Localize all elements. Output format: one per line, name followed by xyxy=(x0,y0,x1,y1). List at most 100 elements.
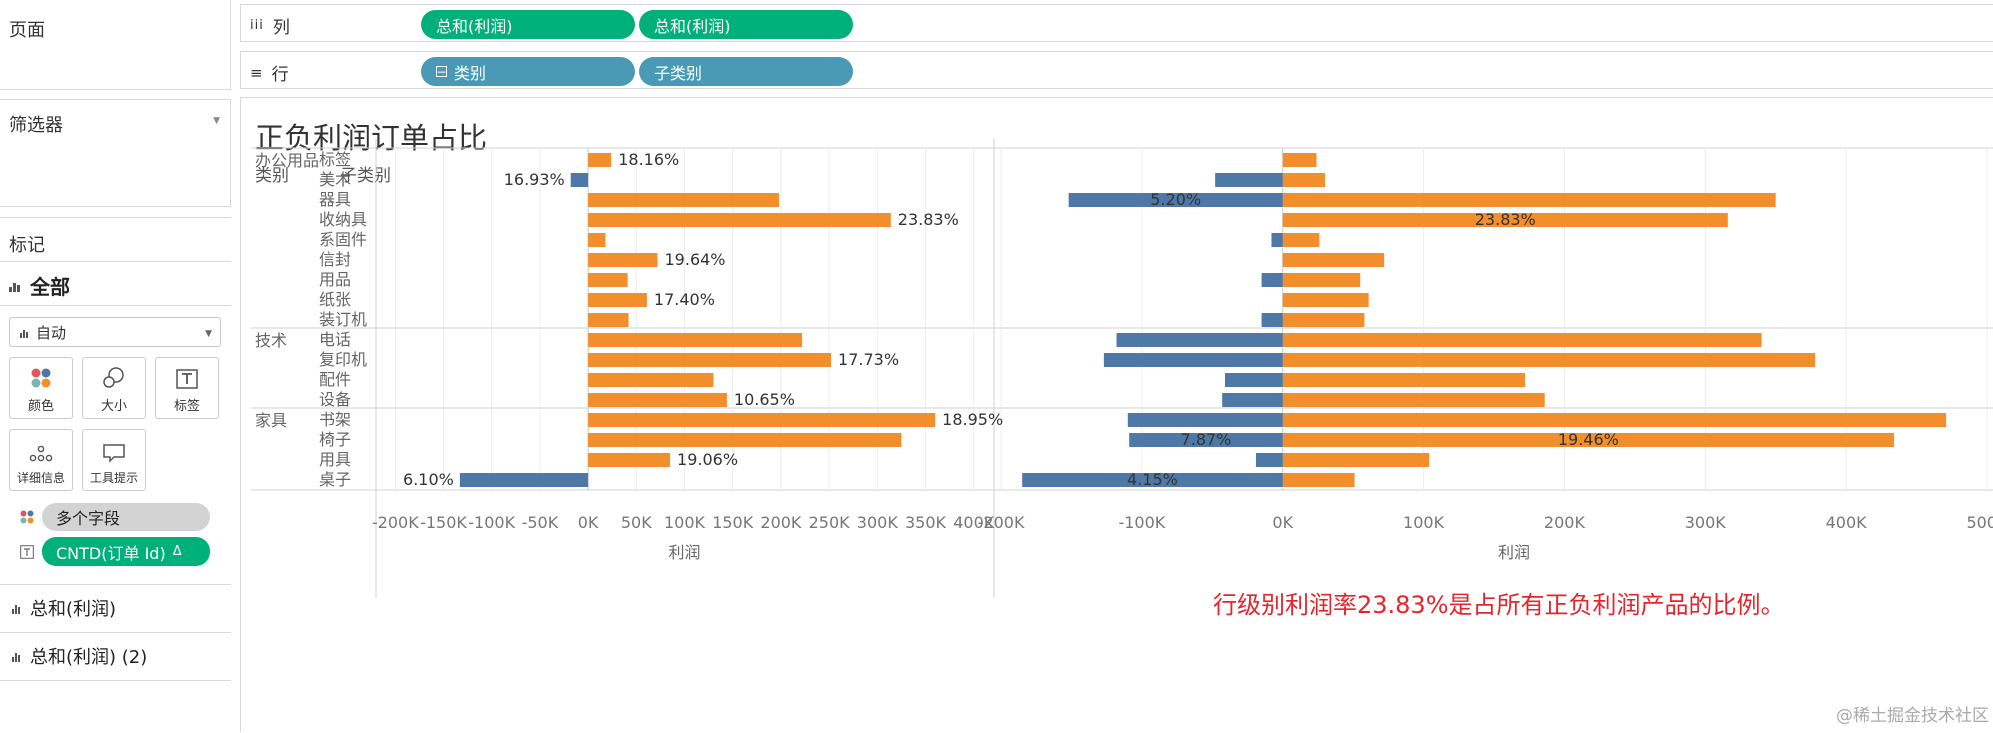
collapse-icon[interactable]: − xyxy=(436,64,447,79)
positive-profit-bar xyxy=(1282,473,1355,487)
positive-profit-bar xyxy=(1282,293,1369,307)
tick-label: 500K xyxy=(1966,513,1993,532)
subcategory-header: 用具 xyxy=(319,450,351,469)
profit-bar xyxy=(588,393,727,407)
subcategory-header: 设备 xyxy=(319,390,351,409)
color-button[interactable]: 颜色 xyxy=(9,357,73,419)
filters-panel[interactable]: 筛选器 ▼ xyxy=(0,99,231,207)
size-button[interactable]: 大小 xyxy=(82,357,146,419)
columns-pill-2-label: 总和(利润) xyxy=(654,16,731,36)
data-label: 5.20% xyxy=(1150,190,1201,209)
data-label: 19.06% xyxy=(677,450,738,469)
rows-label: 行 xyxy=(271,65,289,85)
subcategory-header: 装订机 xyxy=(319,310,367,329)
filters-title: 筛选器 xyxy=(9,115,63,136)
profit-bar xyxy=(588,433,902,447)
tick-label: 250K xyxy=(809,513,851,532)
negative-profit-bar xyxy=(1261,273,1283,287)
pages-title: 页面 xyxy=(9,20,45,41)
rows-icon: ≡ xyxy=(250,63,263,82)
data-label: 4.15% xyxy=(1127,470,1178,489)
divider xyxy=(0,261,231,262)
negative-profit-bar xyxy=(1224,373,1283,387)
positive-profit-bar xyxy=(1282,453,1430,467)
tick-label: 400K xyxy=(1826,513,1868,532)
tick-label: 100K xyxy=(1403,513,1445,532)
tick-label: 200K xyxy=(1544,513,1586,532)
rows-pill-subcategory-label: 子类别 xyxy=(654,63,703,83)
label-field-pill[interactable]: CNTD(订单 Id) Δ xyxy=(42,537,210,566)
header-subcategory: 子类别 xyxy=(340,166,391,186)
data-label: 18.95% xyxy=(942,410,1003,429)
bar-chart-icon xyxy=(9,280,20,292)
profit-bar xyxy=(588,453,671,467)
divider xyxy=(0,584,231,585)
columns-shelf[interactable]: iii 列 总和(利润) 总和(利润) xyxy=(240,4,1993,42)
category-header: 技术 xyxy=(255,331,287,350)
label-icon xyxy=(20,544,34,559)
pages-panel[interactable]: 页面 xyxy=(0,0,231,90)
filters-dropdown-icon[interactable]: ▼ xyxy=(213,116,220,126)
label-field-pill-text: CNTD(订单 Id) xyxy=(56,543,166,563)
data-label: 23.83% xyxy=(898,210,959,229)
tick-label: 350K xyxy=(905,513,947,532)
profit-bar xyxy=(588,313,629,327)
rows-shelf[interactable]: ≡ 行 − 类别 子类别 xyxy=(240,51,1993,89)
watermark: @稀土掘金技术社区 xyxy=(1836,706,1989,726)
color-field-pill[interactable]: 多个字段 xyxy=(42,503,210,531)
color-field-row: 多个字段 xyxy=(20,503,210,531)
sheet-title: 正负利润订单占比 xyxy=(255,121,488,155)
data-label: 7.87% xyxy=(1181,430,1232,449)
label-icon xyxy=(176,369,198,389)
tick-label: 200K xyxy=(760,513,802,532)
measure-card-1[interactable]: 总和(利润) xyxy=(12,595,116,621)
tooltip-button[interactable]: 工具提示 xyxy=(82,429,146,491)
data-label: 10.65% xyxy=(734,390,795,409)
profit-bar xyxy=(588,353,832,367)
columns-icon: iii xyxy=(250,18,264,33)
rows-pill-subcategory[interactable]: 子类别 xyxy=(639,57,853,86)
tick-label: 150K xyxy=(712,513,754,532)
category-header: 办公用品 xyxy=(255,151,319,170)
tick-label: 400K xyxy=(953,513,995,532)
negative-profit-bar xyxy=(1068,193,1283,207)
tick-label: -200K xyxy=(372,513,419,532)
negative-profit-bar xyxy=(1129,433,1283,447)
positive-profit-bar xyxy=(1282,373,1525,387)
positive-profit-bar xyxy=(1282,213,1728,227)
negative-profit-bar xyxy=(1022,473,1283,487)
negative-profit-bar xyxy=(1271,233,1283,247)
bar-chart-icon xyxy=(20,326,28,338)
data-label: 19.64% xyxy=(665,250,726,269)
color-icon xyxy=(31,368,51,388)
subcategory-header: 标签 xyxy=(319,150,351,169)
columns-label: 列 xyxy=(272,18,290,38)
size-icon xyxy=(103,367,124,388)
category-header: 家具 xyxy=(255,411,287,430)
rows-pill-category[interactable]: − 类别 xyxy=(421,57,635,86)
subcategory-header: 收纳具 xyxy=(319,210,367,229)
tick-label: -100K xyxy=(1118,513,1165,532)
columns-pill-2[interactable]: 总和(利润) xyxy=(639,10,853,39)
chevron-down-icon: ▼ xyxy=(205,329,212,339)
marks-all-card[interactable]: 全部 xyxy=(9,271,70,300)
detail-button[interactable]: 详细信息 xyxy=(9,429,73,491)
annotation: 行级别利润率23.83%是占所有正负利润产品的比例。 xyxy=(1213,591,1785,619)
data-label: 16.93% xyxy=(504,170,565,189)
axis-title: 利润 xyxy=(1498,543,1530,562)
measure-card-2[interactable]: 总和(利润) (2) xyxy=(12,643,147,669)
negative-profit-bar xyxy=(1222,393,1283,407)
profit-bar xyxy=(570,173,589,187)
data-label: 17.40% xyxy=(654,290,715,309)
columns-pill-1-label: 总和(利润) xyxy=(436,16,513,36)
label-button[interactable]: 标签 xyxy=(155,357,219,419)
axis-title: 利润 xyxy=(668,543,700,562)
profit-bar xyxy=(588,233,606,247)
positive-profit-bar xyxy=(1282,193,1776,207)
positive-profit-bar xyxy=(1282,413,1947,427)
mark-type-select[interactable]: 自动 ▼ xyxy=(9,317,221,347)
label-button-label: 标签 xyxy=(173,399,200,414)
negative-profit-bar xyxy=(1215,173,1283,187)
columns-pill-1[interactable]: 总和(利润) xyxy=(421,10,635,39)
